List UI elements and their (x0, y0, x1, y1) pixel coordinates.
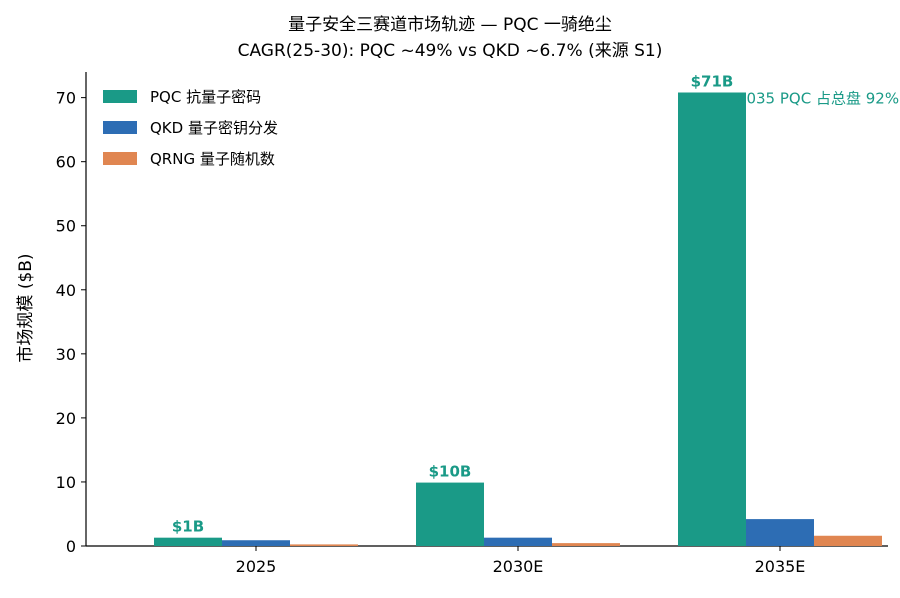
y-tick-label: 10 (56, 473, 76, 492)
bar (814, 535, 882, 546)
legend-label: PQC 抗量子密码 (150, 88, 261, 106)
y-tick-label: 40 (56, 281, 76, 300)
bar-value-label: $71B (691, 72, 734, 90)
y-tick-label: 60 (56, 153, 76, 172)
y-axis-label: 市场规模 ($B) (16, 253, 36, 362)
bar (154, 537, 222, 546)
legend-swatch (103, 121, 137, 134)
x-tick-label: 2035E (755, 557, 806, 576)
legend-swatch (103, 90, 137, 103)
bar (416, 482, 484, 546)
y-tick-label: 20 (56, 409, 76, 428)
y-tick-label: 50 (56, 217, 76, 236)
legend-swatch (103, 152, 137, 165)
bar (484, 537, 552, 546)
legend-label: QRNG 量子随机数 (150, 150, 275, 168)
y-tick-label: 0 (66, 537, 76, 556)
bar-value-label: $1B (172, 518, 204, 536)
chart-subtitle: CAGR(25-30): PQC ~49% vs QKD ~6.7% (来源 S… (237, 41, 663, 61)
bar (746, 519, 814, 546)
chart-title: 量子安全三赛道市场轨迹 — PQC 一骑绝尘 (288, 15, 612, 35)
bar (678, 92, 746, 546)
y-tick-label: 70 (56, 89, 76, 108)
x-tick-label: 2030E (493, 557, 544, 576)
bars (154, 92, 882, 546)
legend: PQC 抗量子密码 QKD 量子密钥分发 QRNG 量子随机数 (103, 88, 278, 168)
y-tick-label: 30 (56, 345, 76, 364)
legend-label: QKD 量子密钥分发 (150, 119, 278, 137)
bar (222, 540, 290, 546)
bar-value-label: $10B (429, 463, 472, 481)
x-tick-label: 2025 (236, 557, 277, 576)
annotation-text: 2035 PQC 占总盘 92% (737, 90, 899, 108)
bar (552, 543, 620, 546)
bar (290, 544, 358, 546)
